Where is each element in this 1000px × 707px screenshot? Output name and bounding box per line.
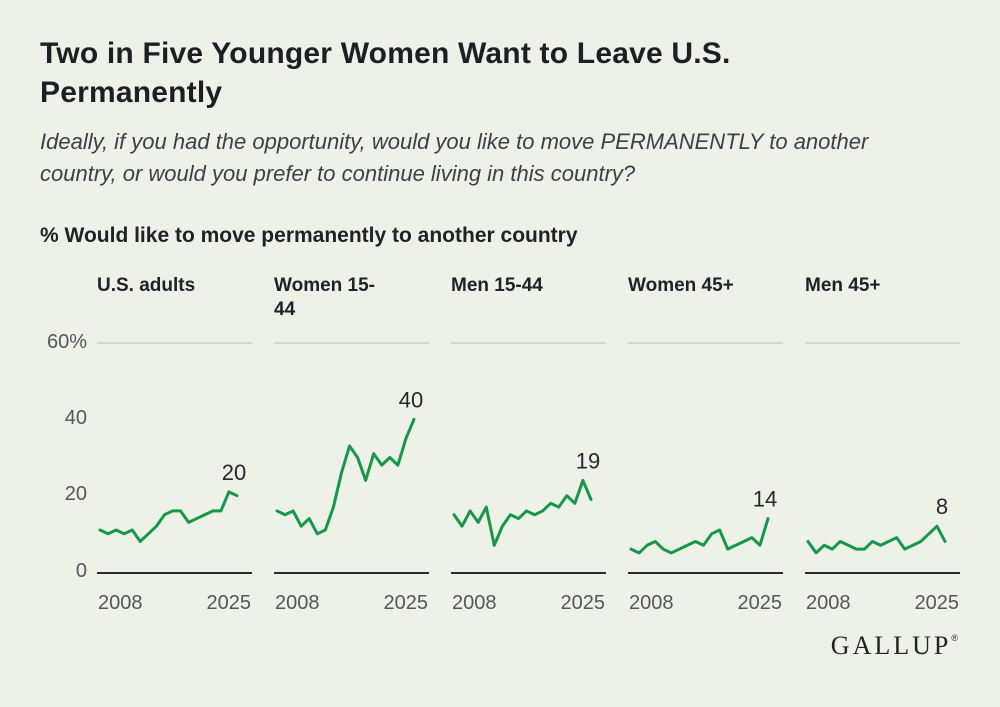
panel-plot: 40 bbox=[274, 342, 429, 574]
x-tick-end: 2025 bbox=[737, 591, 783, 614]
chart-panel: U.S. adults 20 2008 2025 bbox=[97, 274, 252, 615]
x-tick-start: 2008 bbox=[275, 591, 320, 614]
y-tick-label: 40 bbox=[64, 407, 87, 430]
chart-panel: Men 45+ 8 2008 2025 bbox=[805, 274, 960, 615]
trend-line bbox=[629, 516, 770, 555]
end-value-label: 8 bbox=[936, 494, 948, 519]
end-value-label: 40 bbox=[399, 387, 423, 412]
x-tick-start: 2008 bbox=[629, 591, 674, 614]
x-tick-start: 2008 bbox=[98, 591, 143, 614]
chart-panel: Women 45+ 14 2008 2025 bbox=[628, 274, 783, 615]
panel-title: Women 45+ bbox=[628, 274, 734, 296]
y-tick-label: 20 bbox=[64, 483, 87, 506]
x-tick-end: 2025 bbox=[914, 591, 960, 614]
chart-page: Two in Five Younger Women Want to Leave … bbox=[40, 37, 960, 661]
trend-line bbox=[806, 524, 947, 555]
trend-line bbox=[452, 478, 593, 547]
panel-plot: 8 bbox=[805, 342, 960, 574]
x-tick-end: 2025 bbox=[383, 591, 429, 614]
end-value-label: 19 bbox=[576, 448, 600, 473]
chart-panel: Men 15-44 19 2008 2025 bbox=[451, 274, 606, 615]
panel-plot: 19 bbox=[451, 342, 606, 574]
chart-title: Two in Five Younger Women Want to Leave … bbox=[40, 37, 731, 109]
brand-row: GALLUP ® bbox=[40, 631, 960, 661]
trend-line bbox=[275, 417, 416, 536]
y-tick-label: 0 bbox=[75, 559, 87, 582]
chart-subtitle: Ideally, if you had the opportunity, wou… bbox=[40, 129, 869, 186]
panel-plot: 20 bbox=[97, 342, 252, 574]
y-tick-label: 60% bbox=[46, 330, 87, 353]
x-axis-labels: 2008 2025 bbox=[628, 592, 783, 615]
x-tick-end: 2025 bbox=[560, 591, 606, 614]
x-tick-start: 2008 bbox=[806, 591, 851, 614]
x-axis-labels: 2008 2025 bbox=[451, 592, 606, 615]
panel-plot: 14 bbox=[628, 342, 783, 574]
x-tick-start: 2008 bbox=[452, 591, 497, 614]
y-axis: 60% 40 20 0 bbox=[40, 274, 97, 615]
chart-measure-heading: % Would like to move permanently to anot… bbox=[40, 223, 578, 247]
chart-panels: U.S. adults 20 2008 2025 Women 15-44 40 … bbox=[97, 274, 960, 615]
panel-title: Men 15-44 bbox=[451, 274, 543, 296]
end-value-label: 20 bbox=[222, 460, 246, 485]
x-axis-labels: 2008 2025 bbox=[97, 592, 252, 615]
small-multiples-chart: 60% 40 20 0 U.S. adults 20 2008 2025 Women … bbox=[40, 274, 960, 615]
gallup-logo: GALLUP bbox=[830, 630, 952, 660]
panel-title: Women 15-44 bbox=[274, 274, 376, 320]
chart-panel: Women 15-44 40 2008 2025 bbox=[274, 274, 429, 615]
x-axis-labels: 2008 2025 bbox=[805, 592, 960, 615]
trend-line bbox=[98, 490, 239, 543]
end-value-label: 14 bbox=[753, 486, 777, 511]
panel-title: U.S. adults bbox=[97, 274, 196, 296]
x-tick-end: 2025 bbox=[206, 591, 252, 614]
x-axis-labels: 2008 2025 bbox=[274, 592, 429, 615]
panel-title: Men 45+ bbox=[805, 274, 881, 296]
registered-mark-icon: ® bbox=[951, 632, 958, 643]
